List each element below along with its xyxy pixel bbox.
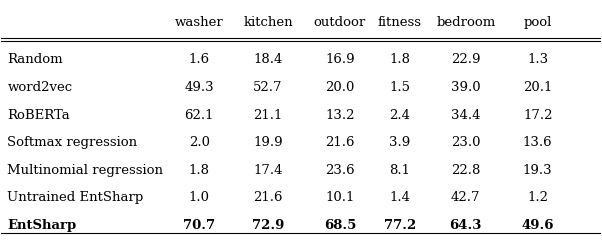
Text: 49.6: 49.6 (521, 219, 554, 232)
Text: 1.4: 1.4 (389, 191, 411, 204)
Text: 2.0: 2.0 (188, 136, 209, 149)
Text: 62.1: 62.1 (184, 108, 214, 121)
Text: Random: Random (7, 53, 63, 67)
Text: Softmax regression: Softmax regression (7, 136, 137, 149)
Text: 17.2: 17.2 (523, 108, 553, 121)
Text: 17.4: 17.4 (253, 164, 283, 177)
Text: 1.6: 1.6 (188, 53, 209, 67)
Text: 1.3: 1.3 (527, 53, 548, 67)
Text: 19.3: 19.3 (523, 164, 553, 177)
Text: 23.0: 23.0 (451, 136, 480, 149)
Text: 70.7: 70.7 (183, 219, 215, 232)
Text: bedroom: bedroom (436, 16, 495, 30)
Text: 64.3: 64.3 (450, 219, 482, 232)
Text: pool: pool (524, 16, 552, 30)
Text: 21.1: 21.1 (253, 108, 283, 121)
Text: 1.5: 1.5 (389, 81, 411, 94)
Text: fitness: fitness (378, 16, 422, 30)
Text: 1.8: 1.8 (389, 53, 411, 67)
Text: 68.5: 68.5 (324, 219, 356, 232)
Text: 16.9: 16.9 (325, 53, 355, 67)
Text: 23.6: 23.6 (325, 164, 355, 177)
Text: Untrained EntSharp: Untrained EntSharp (7, 191, 144, 204)
Text: 19.9: 19.9 (253, 136, 283, 149)
Text: 21.6: 21.6 (253, 191, 283, 204)
Text: 72.9: 72.9 (252, 219, 284, 232)
Text: RoBERTa: RoBERTa (7, 108, 70, 121)
Text: 2.4: 2.4 (389, 108, 411, 121)
Text: 20.1: 20.1 (523, 81, 553, 94)
Text: word2vec: word2vec (7, 81, 72, 94)
Text: 49.3: 49.3 (184, 81, 214, 94)
Text: 1.2: 1.2 (527, 191, 548, 204)
Text: 10.1: 10.1 (325, 191, 355, 204)
Text: 34.4: 34.4 (451, 108, 480, 121)
Text: 18.4: 18.4 (253, 53, 283, 67)
Text: kitchen: kitchen (243, 16, 293, 30)
Text: 1.0: 1.0 (188, 191, 209, 204)
Text: Multinomial regression: Multinomial regression (7, 164, 163, 177)
Text: 1.8: 1.8 (188, 164, 209, 177)
Text: outdoor: outdoor (314, 16, 366, 30)
Text: 22.8: 22.8 (451, 164, 480, 177)
Text: 8.1: 8.1 (389, 164, 411, 177)
Text: washer: washer (175, 16, 223, 30)
Text: 13.2: 13.2 (325, 108, 355, 121)
Text: 22.9: 22.9 (451, 53, 480, 67)
Text: 20.0: 20.0 (325, 81, 355, 94)
Text: 42.7: 42.7 (451, 191, 480, 204)
Text: 52.7: 52.7 (253, 81, 283, 94)
Text: EntSharp: EntSharp (7, 219, 76, 232)
Text: 13.6: 13.6 (523, 136, 553, 149)
Text: 3.9: 3.9 (389, 136, 411, 149)
Text: 77.2: 77.2 (383, 219, 416, 232)
Text: 21.6: 21.6 (325, 136, 355, 149)
Text: 39.0: 39.0 (451, 81, 480, 94)
